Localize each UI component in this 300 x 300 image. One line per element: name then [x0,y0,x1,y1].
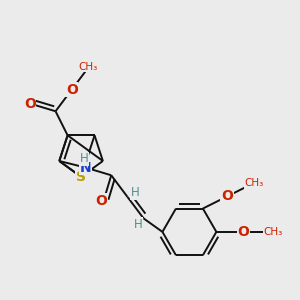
Text: O: O [221,190,233,203]
Text: O: O [95,194,107,208]
Text: CH₃: CH₃ [78,62,98,72]
Text: H: H [130,186,139,199]
Text: N: N [80,160,91,175]
Text: CH₃: CH₃ [244,178,263,188]
Text: O: O [66,83,78,97]
Text: CH₃: CH₃ [263,227,283,237]
Text: O: O [24,97,36,110]
Text: O: O [237,225,249,239]
Text: H: H [134,218,142,231]
Text: H: H [80,152,88,165]
Text: S: S [76,170,86,184]
